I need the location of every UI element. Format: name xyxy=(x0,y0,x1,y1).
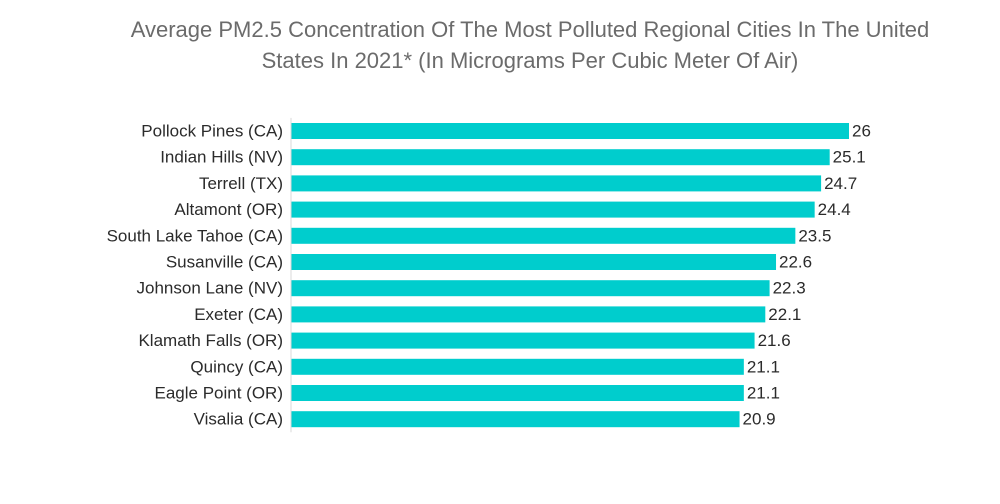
data-label: 21.1 xyxy=(747,357,780,376)
category-label: Klamath Falls (OR) xyxy=(138,331,283,350)
category-label: Visalia (CA) xyxy=(194,410,283,429)
category-label: Susanville (CA) xyxy=(166,253,283,272)
data-label: 22.3 xyxy=(773,279,806,298)
data-label: 21.6 xyxy=(758,331,791,350)
bar xyxy=(291,149,830,166)
category-label: Exeter (CA) xyxy=(194,305,283,324)
category-label: Pollock Pines (CA) xyxy=(141,122,283,141)
chart-title-line-1: Average PM2.5 Concentration Of The Most … xyxy=(130,17,930,42)
data-label: 23.5 xyxy=(798,226,831,245)
category-label: Terrell (TX) xyxy=(199,174,283,193)
data-label: 22.6 xyxy=(779,253,812,272)
category-label: Quincy (CA) xyxy=(190,357,283,376)
bar xyxy=(291,306,766,323)
data-label: 22.1 xyxy=(768,305,801,324)
chart-title: Average PM2.5 Concentration Of The Most … xyxy=(60,14,1000,76)
category-label: Eagle Point (OR) xyxy=(155,384,284,403)
bar xyxy=(291,358,744,375)
plot-area: Pollock Pines (CA) 26 Indian Hills (NV) 25.… xyxy=(107,117,871,433)
bar xyxy=(291,227,796,244)
chart-title-line-2: States In 2021* (In Micrograms Per Cubic… xyxy=(261,48,799,73)
data-label: 24.4 xyxy=(818,200,851,219)
data-label: 24.7 xyxy=(824,174,857,193)
category-label: Johnson Lane (NV) xyxy=(137,279,283,298)
data-label: 20.9 xyxy=(743,410,776,429)
category-label: Altamont (OR) xyxy=(174,200,283,219)
bar xyxy=(291,411,740,428)
bar xyxy=(291,280,770,297)
bar xyxy=(291,385,744,401)
bar xyxy=(291,175,822,192)
category-label: South Lake Tahoe (CA) xyxy=(107,226,283,245)
bar xyxy=(291,123,849,139)
bar xyxy=(291,332,755,349)
bar xyxy=(291,201,815,218)
data-label: 25.1 xyxy=(833,148,866,167)
bar xyxy=(291,254,777,270)
data-label: 26 xyxy=(852,122,871,141)
category-label: Indian Hills (NV) xyxy=(160,148,283,167)
data-label: 21.1 xyxy=(747,384,780,403)
